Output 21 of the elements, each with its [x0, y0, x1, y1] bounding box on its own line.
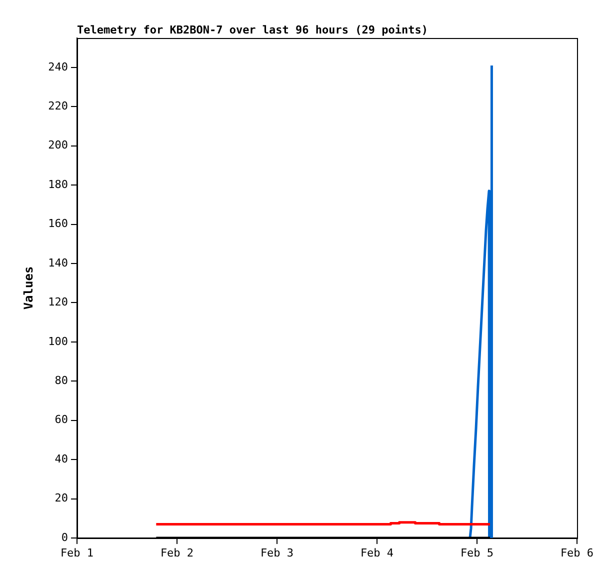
y-tick-label: 100 [48, 334, 68, 348]
y-tick-label: 160 [48, 217, 68, 230]
y-tick-label: 220 [48, 99, 68, 112]
x-tick-label: Feb 3 [260, 546, 294, 560]
y-tick-label: 20 [54, 492, 68, 505]
x-tick-label: Feb 4 [360, 546, 394, 560]
y-tick-label: 140 [48, 256, 68, 270]
y-tick-label: 200 [48, 138, 68, 152]
y-axis-title: Values [21, 266, 36, 310]
y-tick-label: 120 [48, 296, 68, 309]
x-tick-label: Feb 5 [460, 546, 494, 560]
chart-title: Telemetry for KB2BON-7 over last 96 hours (29 points) [77, 23, 428, 36]
y-tick-label: 40 [54, 452, 68, 466]
y-tick-label: 0 [61, 530, 68, 544]
x-tick-label: Feb 2 [160, 546, 194, 560]
y-tick-label: 60 [54, 413, 68, 426]
y-tick-label: 80 [54, 374, 68, 387]
y-tick-label: 240 [48, 60, 68, 74]
x-tick-label: Feb 6 [560, 546, 594, 560]
x-tick-label: Feb 1 [60, 546, 94, 560]
y-tick-label: 180 [48, 178, 68, 191]
